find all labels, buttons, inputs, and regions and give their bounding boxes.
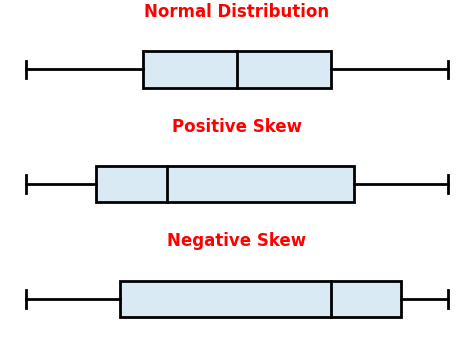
Title: Negative Skew: Negative Skew [167,232,307,250]
Title: Positive Skew: Positive Skew [172,118,302,135]
Bar [143,51,331,88]
Bar [97,166,354,202]
Title: Normal Distribution: Normal Distribution [145,3,329,21]
Bar [120,281,401,317]
